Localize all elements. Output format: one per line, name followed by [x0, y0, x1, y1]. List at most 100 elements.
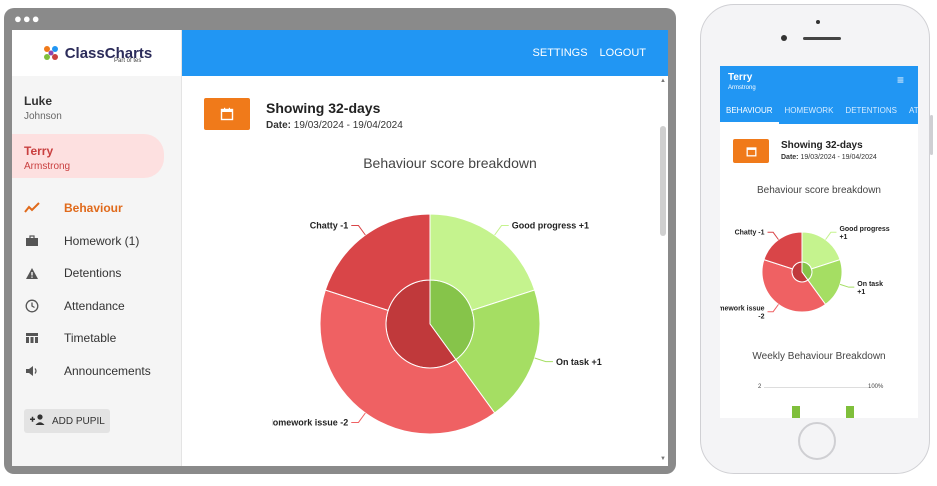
calendar-icon	[746, 146, 756, 156]
mobile-label-connector	[839, 283, 855, 288]
briefcase-icon	[24, 233, 40, 249]
nav-item-timetable[interactable]: Timetable	[12, 322, 181, 355]
date-range-text: Date: 19/03/2024 - 19/04/2024	[266, 120, 403, 131]
tab-homework[interactable]: HOMEWORK	[784, 106, 834, 115]
weekly-bar	[792, 406, 800, 418]
clock-icon	[24, 298, 40, 314]
desktop-outer-slice[interactable]	[455, 289, 541, 414]
weekly-axis-right-label: 100%	[868, 384, 884, 390]
add-pupil-label: ADD PUPIL	[52, 415, 105, 427]
desktop-screen: ClassCharts Part of tes Luke Johnson Ter…	[12, 30, 668, 466]
mobile-pupil-first-name: Terry	[728, 72, 753, 83]
nav-label: Announcements	[64, 363, 151, 378]
mobile-date-range-text: Date: 19/03/2024 - 19/04/2024	[781, 154, 877, 161]
pupil-list: Luke Johnson Terry Armstrong	[12, 84, 181, 178]
weekly-breakdown-title: Weekly Behaviour Breakdown	[752, 351, 886, 362]
trend-icon	[24, 200, 40, 216]
browser-titlebar: ●●●	[4, 8, 676, 30]
hamburger-menu-icon[interactable]: ≡	[896, 73, 904, 87]
date-value: 19/03/2024 - 19/04/2024	[293, 120, 403, 131]
desktop-outer-slice[interactable]	[319, 289, 496, 435]
phone-sensor-icon	[816, 20, 820, 24]
mobile-date-label: Date:	[781, 154, 799, 161]
warning-icon	[24, 265, 40, 281]
logo: ClassCharts Part of tes	[12, 30, 181, 76]
logo-text: ClassCharts	[64, 44, 153, 62]
table-icon	[24, 330, 40, 346]
weekly-axis-left-label: 2	[758, 384, 762, 390]
nav-label: Detentions	[64, 266, 122, 281]
pupil-first-name: Terry	[24, 144, 54, 158]
tab-behaviour[interactable]: BEHAVIOUR	[720, 104, 779, 124]
mobile-header: Terry Armstrong ≡ BEHAVIOUR HOMEWORK DET…	[720, 66, 918, 124]
settings-link[interactable]: SETTINGS	[532, 47, 588, 59]
add-person-icon	[30, 414, 46, 428]
desktop-label-connector	[534, 357, 553, 363]
mobile-slice-label: On task +1	[857, 281, 883, 296]
desktop-outer-slice[interactable]	[429, 213, 536, 312]
pupil-item-luke[interactable]: Luke Johnson	[12, 84, 181, 128]
add-pupil-button[interactable]: ADD PUPIL	[24, 409, 110, 433]
sidebar-nav: Behaviour Homework (1) Detentions	[12, 192, 181, 387]
tab-detentions[interactable]: DETENTIONS	[845, 106, 897, 115]
classcharts-logo-icon	[43, 46, 58, 60]
mobile-outer-slice[interactable]	[801, 231, 841, 270]
mobile-slice-label: Chatty -1	[735, 230, 765, 237]
calendar-icon	[220, 107, 234, 121]
nav-item-behaviour[interactable]: Behaviour	[12, 192, 181, 225]
speaker-icon	[24, 363, 40, 379]
mobile-date-range-button[interactable]	[733, 139, 769, 163]
phone-camera-icon	[781, 35, 787, 41]
date-range-button[interactable]	[204, 98, 250, 130]
topbar: SETTINGS LOGOUT	[182, 30, 668, 76]
pupil-first-name: Luke	[24, 94, 53, 108]
desktop-label-connector	[494, 225, 509, 236]
desktop-slice-label: On task +1	[556, 357, 602, 367]
mobile-label-connector	[767, 304, 779, 313]
chart-title: Behaviour score breakdown	[363, 155, 537, 171]
desktop-slice-label: Homework issue -2	[272, 418, 348, 428]
mobile-screen: Terry Armstrong ≡ BEHAVIOUR HOMEWORK DET…	[720, 66, 918, 418]
mobile-label-connector	[825, 231, 837, 240]
desktop-browser-frame: ●●● ClassCharts Part of tes Luke Johnson	[4, 8, 676, 474]
phone-speaker-icon	[803, 37, 841, 40]
mobile-phone-frame: Terry Armstrong ≡ BEHAVIOUR HOMEWORK DET…	[700, 4, 933, 474]
desktop-label-connector	[351, 412, 366, 423]
mobile-slice-label: Homework issue-2	[720, 306, 765, 321]
pupil-item-terry[interactable]: Terry Armstrong	[12, 134, 164, 178]
logout-link[interactable]: LOGOUT	[599, 47, 646, 59]
pupil-last-name: Johnson	[24, 111, 62, 122]
nav-label: Timetable	[64, 331, 117, 346]
nav-label: Behaviour	[64, 201, 123, 216]
mobile-date-value: 19/03/2024 - 19/04/2024	[800, 154, 877, 161]
pupil-last-name: Armstrong	[24, 161, 71, 172]
mobile-outer-slice[interactable]	[761, 259, 827, 313]
weekly-bar	[846, 406, 854, 418]
mobile-outer-slice[interactable]	[807, 259, 843, 306]
date-label: Date:	[266, 120, 292, 131]
mobile-outer-slice[interactable]	[763, 231, 803, 270]
logo-subtext: Part of tes	[114, 58, 142, 64]
phone-home-button	[798, 422, 836, 460]
nav-item-detentions[interactable]: Detentions	[12, 257, 181, 290]
nav-item-homework[interactable]: Homework (1)	[12, 225, 181, 258]
main-content: Showing 32-days Date: 19/03/2024 - 19/04…	[182, 76, 668, 466]
phone-side-button	[930, 115, 933, 155]
desktop-slice-label: Chatty -1	[310, 221, 349, 231]
desktop-label-connector	[351, 225, 366, 236]
mobile-label-connector	[767, 231, 779, 240]
desktop-slice-label: Good progress +1	[512, 221, 589, 231]
nav-item-announcements[interactable]: Announcements	[12, 355, 181, 388]
scroll-up-arrow-icon[interactable]: ▲	[660, 78, 666, 84]
sidebar: ClassCharts Part of tes Luke Johnson Ter…	[12, 30, 182, 466]
tab-attendance[interactable]: ATT	[908, 106, 918, 115]
scrollbar-thumb[interactable]	[660, 126, 666, 236]
mobile-behaviour-pie-chart: Good progress+1 On task+1 Homework issue-2…	[720, 226, 890, 321]
desktop-outer-slice[interactable]	[324, 213, 431, 312]
weekly-axis-line	[764, 387, 868, 388]
nav-item-attendance[interactable]: Attendance	[12, 290, 181, 323]
behaviour-pie-chart: Good progress +1 On task +1 Homework issue…	[272, 213, 602, 435]
mobile-pupil-last-name: Armstrong	[728, 85, 756, 91]
scroll-down-arrow-icon[interactable]: ▼	[660, 456, 666, 462]
window-dots-icon: ●●●	[14, 11, 41, 26]
